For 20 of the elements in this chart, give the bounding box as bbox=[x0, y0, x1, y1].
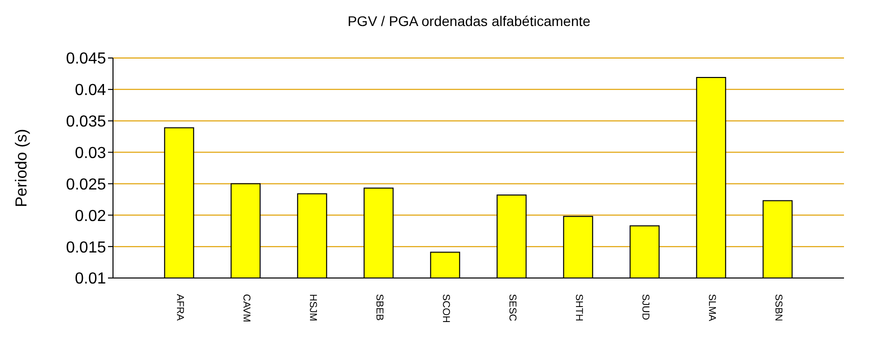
y-tick-label: 0.03 bbox=[74, 144, 106, 162]
x-tick-label: SSBN bbox=[772, 294, 784, 322]
chart-title: PGV / PGA ordenadas alfabéticamente bbox=[346, 12, 592, 31]
y-tick-label: 0.04 bbox=[74, 82, 106, 100]
y-tick-label: 0.015 bbox=[66, 239, 106, 256]
x-tick-label: CAVM bbox=[240, 294, 252, 322]
y-tick-label: 0.045 bbox=[66, 50, 106, 68]
y-tick-label: 0.01 bbox=[74, 270, 106, 288]
x-tick-label: SESC bbox=[506, 294, 518, 322]
y-tick-label: 0.02 bbox=[74, 208, 106, 225]
x-tick-label: HSJM bbox=[306, 294, 318, 322]
y-axis-title: Periodo (s) bbox=[14, 128, 31, 208]
y-tick-label: 0.025 bbox=[66, 176, 106, 194]
x-tick-label: SBEB bbox=[373, 294, 384, 322]
x-tick-label: SLMA bbox=[706, 294, 717, 322]
x-tick-label: AFRA bbox=[174, 294, 185, 321]
x-tick-label: SHTH bbox=[572, 294, 584, 322]
y-tick-label: 0.035 bbox=[66, 114, 106, 131]
x-tick-label: SCOH bbox=[440, 294, 451, 323]
x-tick-label: SJUD bbox=[639, 294, 650, 320]
